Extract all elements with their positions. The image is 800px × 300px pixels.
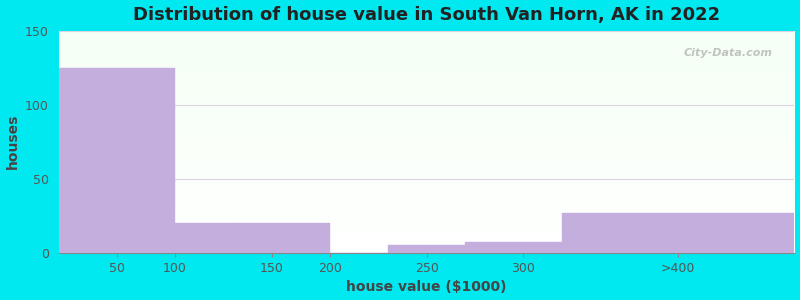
Bar [466, 242, 562, 253]
Bar [58, 68, 175, 253]
X-axis label: house value ($1000): house value ($1000) [346, 280, 507, 294]
Bar [562, 213, 794, 253]
Bar [388, 245, 466, 253]
Bar [233, 223, 330, 253]
Title: Distribution of house value in South Van Horn, AK in 2022: Distribution of house value in South Van… [133, 6, 720, 24]
Text: City-Data.com: City-Data.com [683, 48, 772, 59]
Y-axis label: houses: houses [6, 114, 19, 170]
Bar [175, 223, 233, 253]
